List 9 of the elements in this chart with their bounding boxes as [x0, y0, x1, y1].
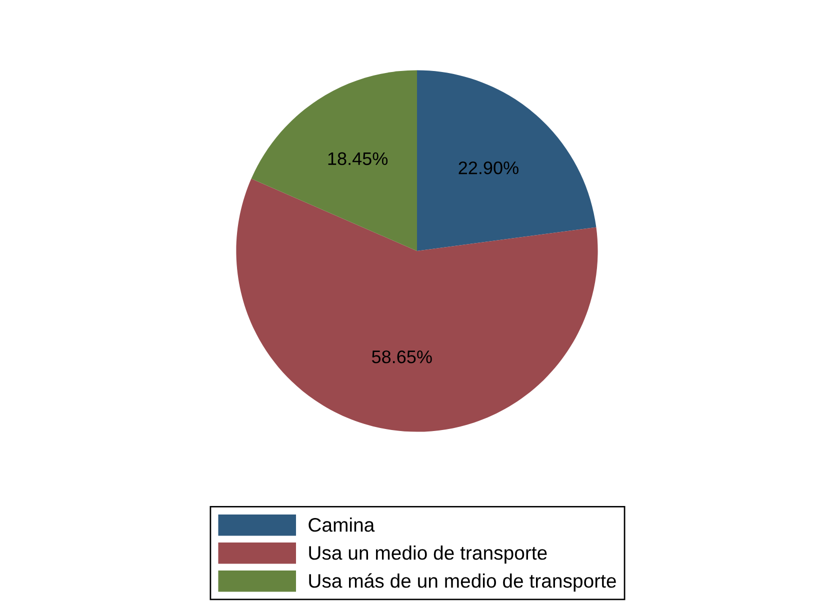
data-label: 58.65% [372, 350, 432, 364]
pie-slice [236, 178, 598, 432]
data-label: 22.90% [458, 161, 518, 174]
legend-label: Usa un medio de transporte [309, 546, 547, 564]
pie-slice [251, 70, 417, 251]
legend-label: Usa más de un medio de transporte [309, 573, 616, 592]
legend-label: Camina [308, 518, 375, 532]
pie-slice [417, 70, 596, 251]
data-label: 18.45% [328, 152, 388, 166]
